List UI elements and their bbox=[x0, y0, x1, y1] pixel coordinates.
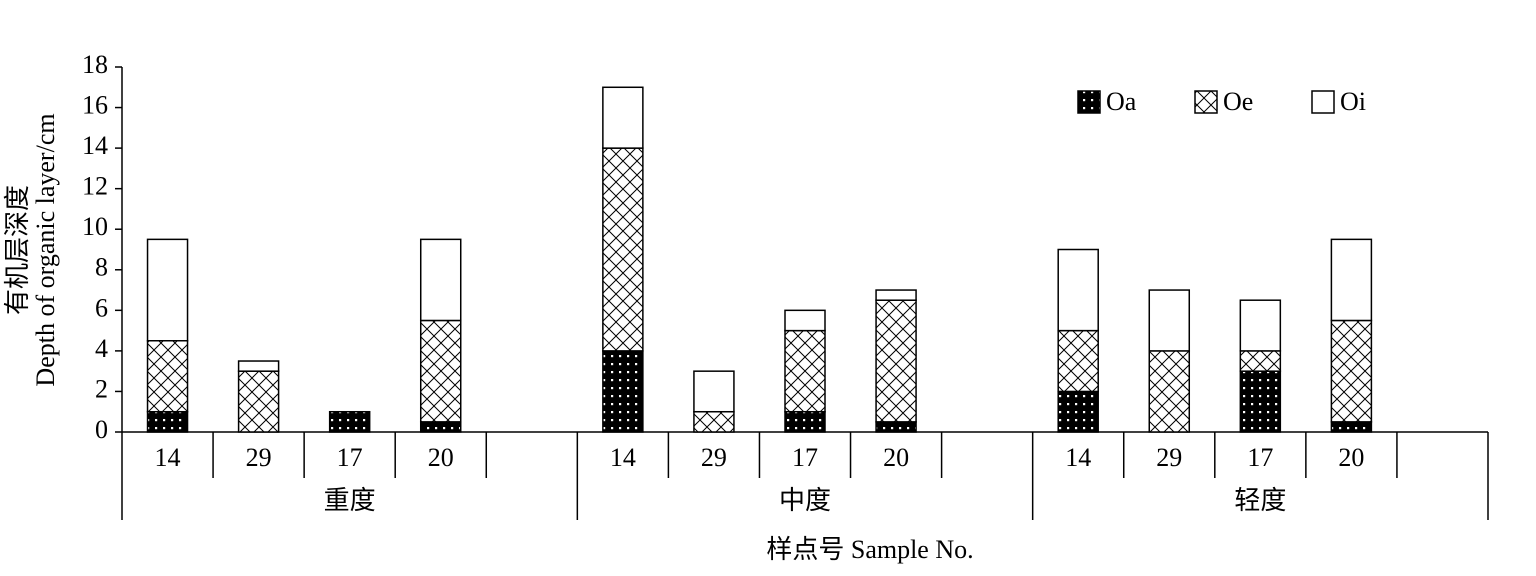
x-tick-label: 20 bbox=[1338, 443, 1364, 472]
y-tick-label: 14 bbox=[82, 131, 108, 160]
x-axis-label: 样点号 Sample No. bbox=[766, 535, 973, 564]
group-label: 轻度 bbox=[1234, 486, 1286, 515]
x-tick-label: 29 bbox=[701, 443, 727, 472]
bar-segment bbox=[1057, 248, 1099, 332]
x-tick-label: 29 bbox=[246, 443, 272, 472]
bar-segment bbox=[146, 340, 189, 413]
bar-segment bbox=[602, 147, 644, 352]
y-axis-label-en: Depth of organic layer/cm bbox=[31, 113, 60, 386]
legend-label: Oa bbox=[1106, 87, 1137, 116]
x-tick-label: 14 bbox=[1065, 443, 1091, 472]
bar-segment bbox=[419, 421, 462, 433]
x-tick-label: 17 bbox=[1247, 443, 1273, 472]
bar-segment bbox=[328, 410, 371, 433]
y-tick-label: 10 bbox=[82, 212, 108, 241]
legend-swatch bbox=[1311, 90, 1335, 114]
legend-label: Oe bbox=[1223, 87, 1253, 116]
bar-segment bbox=[693, 370, 735, 413]
bar-segment bbox=[1330, 319, 1373, 423]
bar-segment bbox=[602, 350, 644, 433]
bar-segment bbox=[419, 238, 462, 322]
bar-segment bbox=[237, 370, 280, 433]
bar-segment bbox=[875, 289, 917, 301]
x-tick-label: 14 bbox=[610, 443, 636, 472]
y-tick-label: 16 bbox=[82, 91, 108, 120]
y-tick-label: 0 bbox=[95, 415, 108, 444]
x-tick-label: 17 bbox=[337, 443, 363, 472]
legend-swatch bbox=[1194, 90, 1218, 114]
group-label: 重度 bbox=[324, 486, 376, 515]
bar-segment bbox=[602, 86, 644, 149]
y-tick-label: 4 bbox=[95, 334, 108, 363]
bar-segment bbox=[784, 329, 826, 413]
legend-swatch bbox=[1077, 90, 1101, 114]
y-axis-label-cn: 有机层深度 bbox=[3, 185, 32, 315]
y-tick-label: 12 bbox=[82, 172, 108, 201]
y-tick-label: 8 bbox=[95, 253, 108, 282]
bar-segment bbox=[419, 319, 462, 423]
bar-segment bbox=[1239, 299, 1282, 352]
bar-segment bbox=[1239, 350, 1282, 372]
bar-segment bbox=[1239, 370, 1282, 433]
bar-segment bbox=[1148, 350, 1191, 433]
bar-segment bbox=[146, 238, 189, 342]
x-tick-label: 17 bbox=[792, 443, 818, 472]
bar-segment bbox=[146, 410, 189, 433]
bar-segment bbox=[784, 410, 826, 433]
bar-segment bbox=[1057, 390, 1099, 433]
y-tick-label: 2 bbox=[95, 374, 108, 403]
y-tick-label: 6 bbox=[95, 293, 108, 322]
bar-segment bbox=[784, 309, 826, 332]
bar-segment bbox=[875, 299, 917, 423]
x-tick-label: 29 bbox=[1156, 443, 1182, 472]
y-tick-label: 18 bbox=[82, 50, 108, 79]
legend-label: Oi bbox=[1340, 87, 1366, 116]
bar-segment bbox=[237, 360, 280, 372]
bar-segment bbox=[1330, 421, 1373, 433]
bar-segment bbox=[1330, 238, 1373, 322]
x-tick-label: 14 bbox=[155, 443, 181, 472]
x-tick-label: 20 bbox=[883, 443, 909, 472]
bar-segment bbox=[1148, 289, 1191, 352]
x-tick-label: 20 bbox=[428, 443, 454, 472]
group-label: 中度 bbox=[779, 486, 831, 515]
bar-segment bbox=[875, 421, 917, 433]
bar-segment bbox=[693, 410, 735, 433]
bar-segment bbox=[1057, 329, 1099, 393]
y-axis-label: 有机层深度 Depth of organic layer/cm bbox=[3, 113, 60, 386]
